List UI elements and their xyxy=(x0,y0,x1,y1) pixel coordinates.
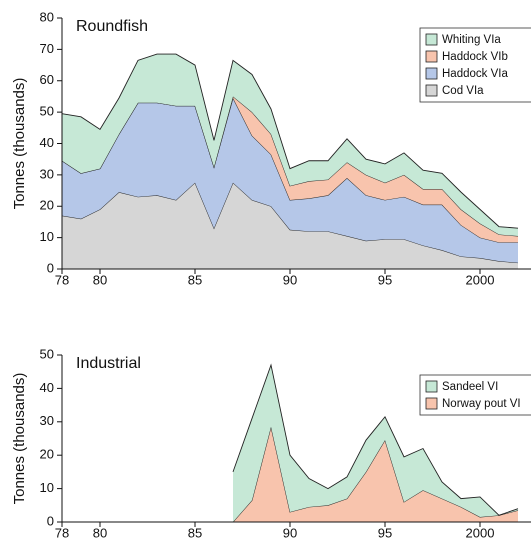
area-edge xyxy=(232,363,519,516)
chart-title: Industrial xyxy=(76,355,141,372)
legend-label: Norway pout VI xyxy=(442,398,521,410)
x-tick-label: 85 xyxy=(188,525,202,540)
area xyxy=(233,426,518,522)
y-axis-label: Tonnes (thousands) xyxy=(11,373,28,505)
y-tick-label: 20 xyxy=(40,447,54,462)
area xyxy=(62,182,518,269)
y-tick-label: 70 xyxy=(40,41,54,56)
y-tick-label: 80 xyxy=(40,9,54,24)
x-tick-label: 90 xyxy=(283,272,297,287)
legend-swatch xyxy=(425,33,438,46)
x-tick-label: 78 xyxy=(55,272,69,287)
y-tick-label: 20 xyxy=(40,198,54,213)
x-tick-label: 95 xyxy=(378,272,392,287)
legend-swatch xyxy=(425,84,438,97)
y-tick-label: 10 xyxy=(40,229,54,244)
area xyxy=(62,98,518,263)
x-tick-label: 2000 xyxy=(466,272,495,287)
legend-swatch xyxy=(425,397,438,410)
y-tick-label: 50 xyxy=(40,104,54,119)
legend-label: Cod VIa xyxy=(442,85,484,97)
y-tick-label: 30 xyxy=(40,166,54,181)
y-tick-label: 10 xyxy=(40,480,54,495)
legend-box xyxy=(419,374,531,416)
x-tick-label: 80 xyxy=(93,272,107,287)
y-tick-label: 0 xyxy=(47,513,54,528)
chart-title: Roundfish xyxy=(76,18,148,35)
x-tick-label: 85 xyxy=(188,272,202,287)
legend-label: Sandeel VI xyxy=(442,381,498,393)
legend-label: Whiting VIa xyxy=(442,34,501,46)
legend-box xyxy=(419,27,531,103)
y-tick-label: 60 xyxy=(40,72,54,87)
y-tick-label: 40 xyxy=(40,135,54,150)
legend-swatch xyxy=(425,50,438,63)
y-tick-label: 40 xyxy=(40,380,54,395)
area-edge xyxy=(61,53,519,229)
legend-swatch xyxy=(425,67,438,80)
y-tick-label: 50 xyxy=(40,346,54,361)
chart: 0 10 20 30 40 50 60 70 80 78 80 85 90 95 2000 Roundfish… xyxy=(11,9,531,287)
area xyxy=(62,96,518,243)
x-tick-label: 2000 xyxy=(466,525,495,540)
legend-label: Haddock VIa xyxy=(442,68,508,80)
area xyxy=(233,365,518,522)
y-tick-label: 30 xyxy=(40,413,54,428)
x-tick-label: 80 xyxy=(93,525,107,540)
chart: 0 10 20 30 40 50 78 80 85 90 95 2000 Industrial Tonne… xyxy=(11,346,531,540)
x-tick-label: 78 xyxy=(55,525,69,540)
y-axis-label: Tonnes (thousands) xyxy=(11,78,28,210)
x-tick-label: 90 xyxy=(283,525,297,540)
legend-label: Haddock VIb xyxy=(442,51,508,63)
y-tick-label: 0 xyxy=(47,260,54,275)
legend-swatch xyxy=(425,380,438,393)
x-tick-label: 95 xyxy=(378,525,392,540)
area xyxy=(62,54,518,237)
